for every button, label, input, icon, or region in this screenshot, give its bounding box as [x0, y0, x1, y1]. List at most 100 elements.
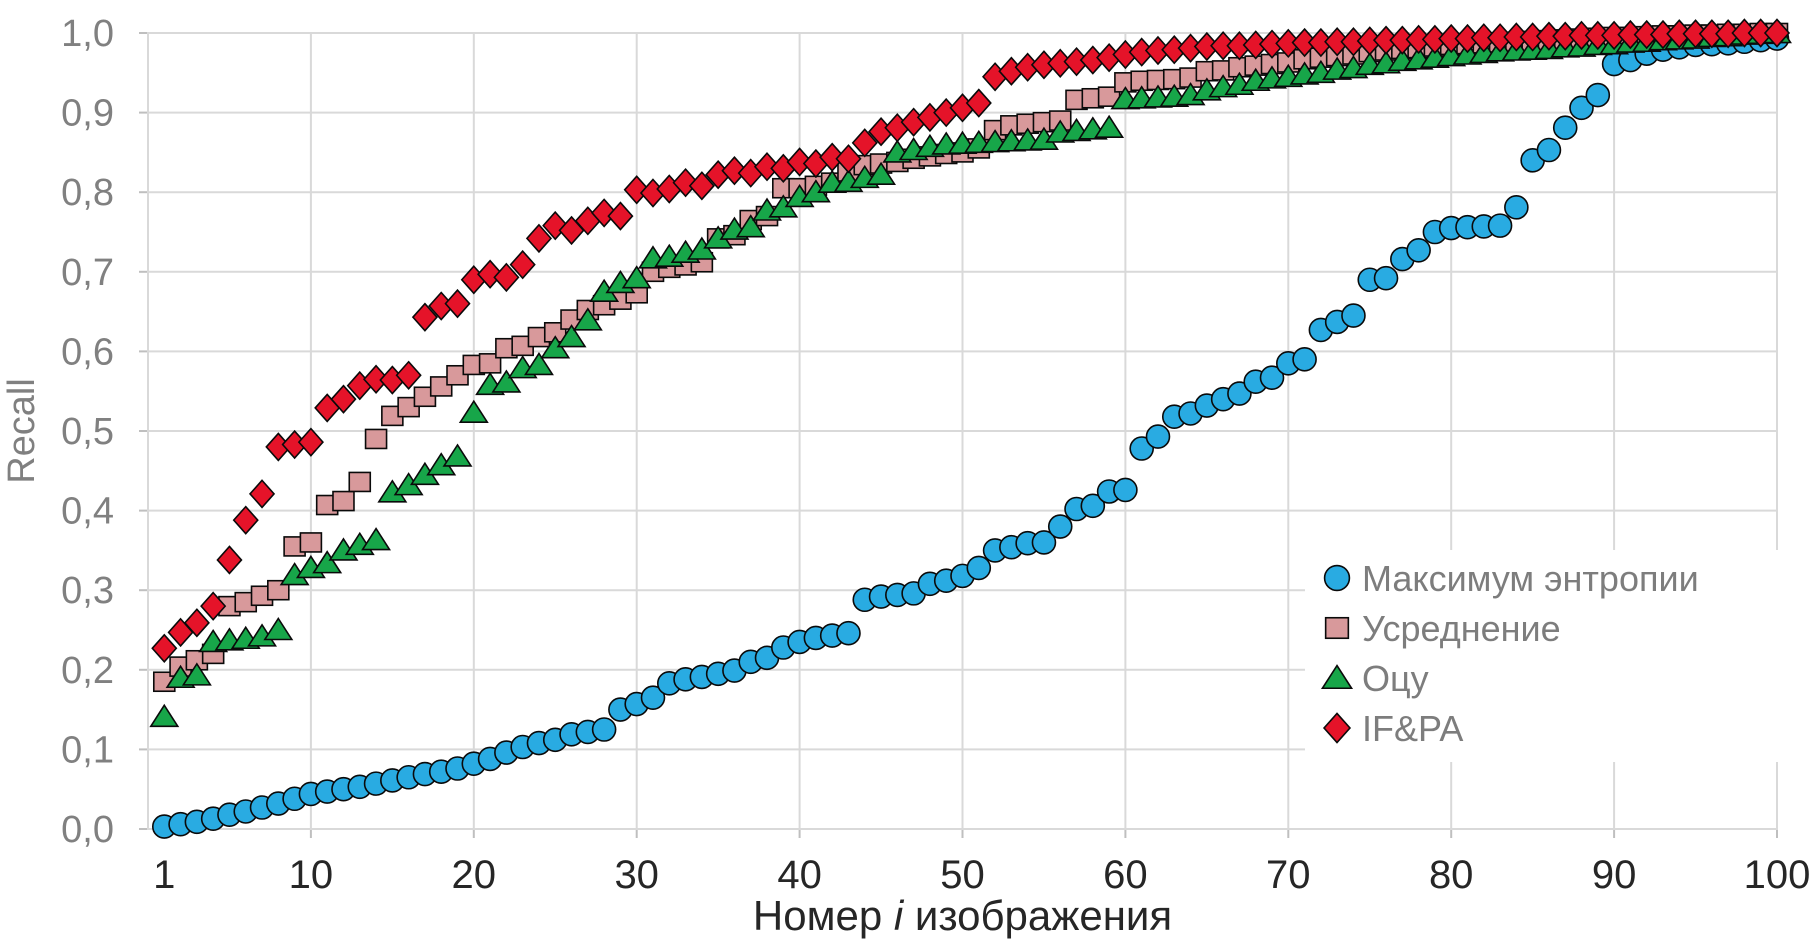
data-point-diamond — [411, 302, 439, 332]
data-point-diamond — [493, 262, 520, 293]
data-point-diamond — [965, 88, 992, 118]
legend-background — [1305, 550, 1783, 762]
data-point-circle — [591, 717, 617, 742]
data-point-diamond — [330, 384, 357, 414]
x-tick-label: 50 — [940, 853, 985, 897]
data-point-square — [348, 471, 372, 493]
data-point-diamond — [753, 152, 781, 182]
data-point-circle — [1047, 514, 1073, 539]
data-point-diamond — [395, 360, 422, 390]
data-point-diamond — [786, 147, 813, 177]
x-tick-label: 20 — [452, 853, 497, 897]
data-point-triangle — [572, 307, 603, 331]
legend-item: Усреднение — [1324, 608, 1561, 649]
y-tick-label: 0,8 — [61, 172, 114, 214]
data-point-diamond — [1763, 18, 1791, 48]
x-tick-label: 10 — [289, 853, 334, 897]
data-point-triangle — [523, 351, 554, 376]
data-point-square — [299, 532, 323, 553]
data-point-circle — [1080, 493, 1106, 519]
data-point-circle — [1145, 424, 1171, 449]
data-point-circle — [1536, 137, 1562, 163]
data-point-triangle — [181, 662, 212, 686]
y-tick-label: 0,3 — [61, 570, 114, 612]
data-point-circle — [1552, 115, 1578, 141]
y-tick-label: 0,0 — [61, 809, 114, 851]
data-point-circle — [640, 685, 666, 710]
data-point-diamond — [819, 142, 846, 172]
data-point-diamond — [672, 167, 699, 198]
data-point-triangle — [1094, 114, 1125, 139]
data-point-diamond — [151, 633, 178, 664]
x-axis-tick-labels: 1 10 20 30 40 50 60 70 80 90 100 — [153, 853, 1810, 897]
data-point-diamond — [721, 156, 748, 186]
data-point-circle — [1259, 365, 1285, 390]
legend-label: Оцу — [1362, 658, 1429, 699]
data-point-triangle — [149, 703, 180, 728]
y-axis-tick-labels: 0,0 0,1 0,2 0,3 0,4 0,5 0,6 0,7 0,8 0,9 1,0 — [61, 13, 114, 851]
data-point-diamond — [591, 198, 618, 228]
y-tick-label: 0,4 — [61, 491, 114, 533]
data-point-diamond — [248, 479, 276, 509]
y-tick-label: 0,2 — [61, 650, 114, 692]
data-point-diamond — [835, 144, 862, 174]
x-tick-label: 100 — [1744, 853, 1811, 897]
data-point-triangle — [458, 399, 489, 423]
legend-item: Максимум энтропии — [1323, 558, 1699, 599]
data-point-diamond — [183, 608, 210, 638]
x-tick-label: 90 — [1592, 853, 1637, 897]
legend-label: Максимум энтропии — [1362, 558, 1699, 599]
data-point-diamond — [444, 288, 471, 319]
series-4 — [151, 18, 1791, 664]
y-tick-label: 1,0 — [61, 13, 114, 55]
x-tick-label: 30 — [614, 853, 659, 897]
data-point-diamond — [1322, 712, 1352, 744]
data-point-circle — [1406, 238, 1431, 263]
data-point-circle — [1341, 303, 1366, 328]
data-point-diamond — [525, 223, 553, 254]
data-point-circle — [1373, 265, 1399, 291]
data-point-circle — [1113, 477, 1138, 503]
legend-item: Оцу — [1320, 658, 1429, 699]
data-point-triangle — [361, 527, 392, 551]
data-point-triangle — [556, 324, 587, 348]
data-point-triangle — [735, 214, 766, 238]
x-tick-label: 1 — [153, 853, 175, 897]
data-point-triangle — [442, 443, 473, 467]
data-point-diamond — [688, 171, 715, 201]
data-point-diamond — [623, 175, 650, 205]
y-tick-label: 0,5 — [61, 411, 114, 453]
legend-label: Усреднение — [1362, 608, 1561, 649]
series-1 — [151, 26, 1790, 839]
legend: Максимум энтропии Усреднение Оцу IF&PA — [1320, 558, 1699, 749]
legend-item: IF&PA — [1322, 708, 1463, 749]
data-point-diamond — [851, 128, 878, 158]
y-tick-label: 0,9 — [61, 93, 114, 135]
data-point-circle — [1569, 95, 1594, 121]
data-point-diamond — [200, 591, 227, 621]
series-3 — [149, 20, 1792, 728]
x-tick-label: 80 — [1429, 853, 1474, 897]
x-tick-label: 40 — [777, 853, 822, 897]
data-point-square — [364, 428, 388, 450]
y-axis-title: Recall — [1, 378, 43, 484]
x-tick-label: 70 — [1266, 853, 1311, 897]
x-tick-label: 60 — [1103, 853, 1148, 897]
data-point-square — [332, 490, 355, 512]
data-point-circle — [1504, 195, 1529, 220]
data-point-triangle — [491, 369, 522, 393]
data-point-triangle — [312, 550, 343, 574]
data-point-diamond — [297, 427, 324, 457]
data-point-circle — [836, 620, 861, 646]
data-point-circle — [1487, 213, 1513, 238]
data-point-triangle — [263, 617, 294, 641]
data-point-triangle — [866, 161, 897, 185]
data-point-square — [1324, 616, 1350, 640]
data-point-diamond — [232, 505, 259, 535]
data-point-triangle — [621, 265, 652, 289]
data-point-triangle — [1320, 664, 1354, 690]
data-point-square — [267, 579, 290, 601]
data-point-diamond — [509, 249, 536, 280]
legend-label: IF&PA — [1362, 708, 1463, 749]
